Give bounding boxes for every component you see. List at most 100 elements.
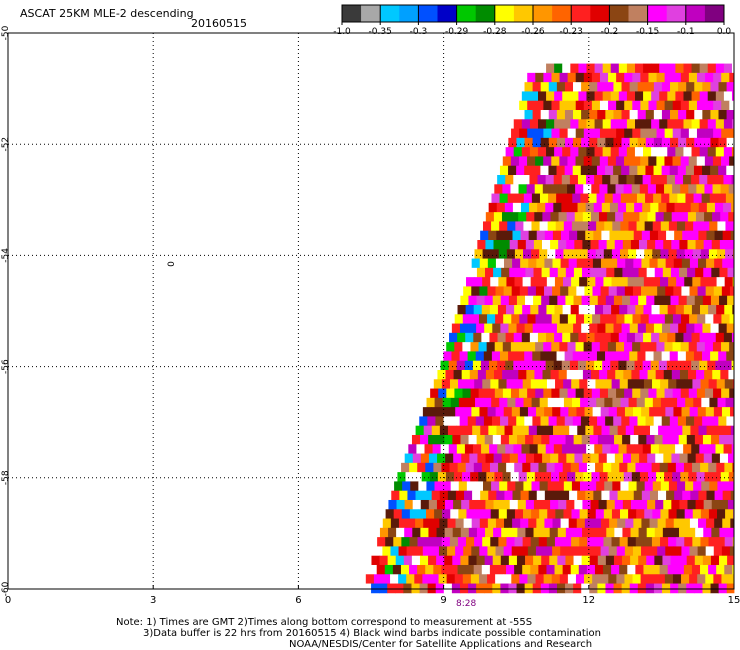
heatmap-cell	[653, 82, 663, 92]
heatmap-cell	[488, 425, 497, 436]
heatmap-cell	[448, 444, 458, 454]
heatmap-cell	[417, 537, 427, 547]
heatmap-cell	[507, 221, 516, 232]
heatmap-cell	[401, 509, 411, 519]
heatmap-cell	[653, 137, 663, 148]
y-tick-label: -52	[1, 137, 11, 152]
heatmap-cell	[480, 425, 489, 436]
colorbar-tick-label: -0.1	[677, 27, 695, 37]
heatmap-cell	[680, 342, 690, 352]
heatmap-cell	[563, 481, 573, 492]
heatmap-cell	[536, 518, 545, 529]
heatmap-cell	[651, 91, 660, 102]
heatmap-cell	[552, 407, 561, 417]
heatmap-cell	[480, 490, 489, 501]
heatmap-cell	[456, 425, 465, 436]
heatmap-cell	[692, 249, 702, 259]
heatmap-cell	[462, 388, 471, 399]
heatmap-cell	[371, 583, 380, 594]
heatmap-cell	[589, 110, 598, 120]
heatmap-cell	[575, 184, 584, 194]
heatmap-cell	[694, 416, 703, 427]
heatmap-cell	[449, 564, 458, 575]
heatmap-cell	[412, 499, 422, 510]
heatmap-cell	[474, 481, 484, 492]
heatmap-cell	[668, 277, 677, 287]
heatmap-cell	[698, 202, 708, 213]
heatmap-cell	[496, 230, 505, 241]
heatmap-cell	[418, 481, 427, 492]
heatmap-cell	[672, 574, 682, 584]
heatmap-cell	[630, 527, 639, 538]
heatmap-cell	[603, 509, 613, 519]
heatmap-cell	[551, 314, 561, 324]
heatmap-cell	[656, 314, 666, 324]
heatmap-cell	[550, 184, 560, 194]
heatmap-cell	[616, 72, 625, 83]
heatmap-cell	[610, 360, 619, 371]
heatmap-cell	[428, 453, 438, 464]
heatmap-cell	[726, 165, 735, 176]
colorbar-tick-label: -0.2	[600, 27, 619, 37]
heatmap-cell	[707, 444, 716, 454]
heatmap-cell	[491, 481, 500, 492]
heatmap-cell	[709, 221, 718, 232]
heatmap-cell	[587, 277, 596, 287]
heatmap-cell	[616, 574, 625, 584]
heatmap-cell	[529, 444, 539, 454]
heatmap-cell	[527, 314, 536, 324]
heatmap-cell	[562, 63, 571, 74]
y-tick-label: -50	[1, 25, 11, 40]
heatmap-cell	[723, 63, 733, 74]
heatmap-cell	[576, 286, 585, 297]
heatmap-cell	[567, 574, 577, 584]
heatmap-cell	[613, 555, 623, 566]
heatmap-cell	[575, 128, 585, 139]
heatmap-cell	[667, 119, 676, 129]
heatmap-cell	[544, 425, 554, 436]
heatmap-cell	[471, 407, 480, 417]
heatmap-cell	[545, 202, 554, 213]
heatmap-cell	[555, 481, 565, 492]
heatmap-cell	[625, 518, 634, 529]
heatmap-cell	[437, 472, 447, 482]
heatmap-cell	[712, 369, 721, 380]
heatmap-cell	[499, 397, 508, 408]
heatmap-cell	[469, 499, 478, 510]
heatmap-cell	[464, 490, 473, 501]
heatmap-cell	[608, 574, 617, 584]
heatmap-cell	[409, 564, 418, 575]
heatmap-cell	[575, 574, 585, 584]
heatmap-cell	[482, 509, 492, 519]
heatmap-cell	[531, 249, 540, 259]
heatmap-cell	[520, 202, 530, 213]
colorbar-swatch	[418, 5, 438, 22]
heatmap-cell	[640, 342, 649, 352]
colorbar-tick-label: -0.35	[368, 27, 392, 37]
heatmap-cell	[589, 323, 598, 334]
heatmap-cell	[713, 546, 723, 557]
heatmap-cell	[639, 499, 648, 510]
heatmap-cell	[710, 323, 719, 334]
heatmap-cell	[715, 63, 725, 74]
heatmap-cell	[554, 147, 563, 157]
heatmap-cell	[551, 388, 560, 399]
heatmap-cell	[575, 388, 585, 399]
heatmap-cell	[693, 481, 702, 492]
heatmap-cell	[680, 472, 689, 482]
heatmap-cell	[465, 305, 475, 315]
heatmap-cell	[726, 82, 735, 92]
heatmap-cell	[483, 397, 492, 408]
heatmap-cell	[415, 518, 424, 529]
heatmap-cell	[531, 509, 540, 519]
heatmap-cell	[639, 369, 648, 380]
heatmap-cell	[696, 100, 706, 111]
heatmap-cell	[563, 277, 572, 287]
grid-lines	[8, 33, 734, 589]
heatmap-cell	[581, 295, 591, 306]
heatmap-cell	[651, 462, 661, 473]
heatmap-cell	[500, 434, 510, 445]
heatmap-cell	[694, 555, 704, 566]
heatmap-cell	[518, 369, 527, 380]
heatmap-cell	[714, 202, 724, 213]
